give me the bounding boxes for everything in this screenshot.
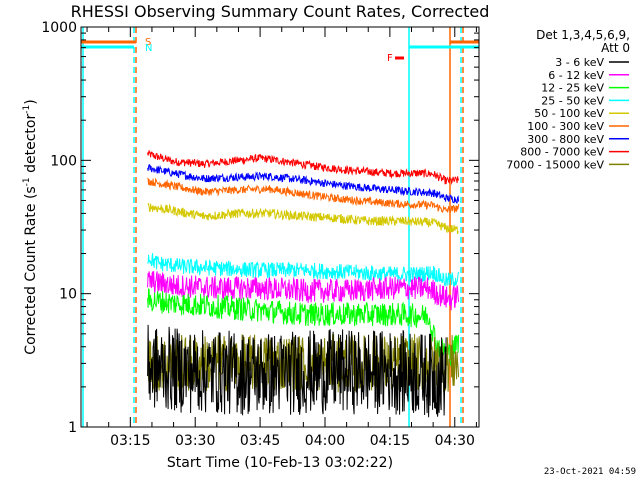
y-axis-label-sup1: -1: [22, 177, 32, 186]
legend-header-attenuator: Att 0: [601, 41, 630, 55]
series-line: [147, 164, 460, 204]
x-tick-label: 04:30: [435, 433, 475, 449]
flag-label-n: N: [145, 43, 152, 54]
series-group: [147, 150, 460, 418]
y-tick-label: 100: [50, 153, 77, 169]
series-line: [147, 253, 460, 288]
legend-entry-label: 3 - 6 keV: [555, 56, 604, 69]
series-line: [147, 202, 459, 235]
y-axis-label-main: Corrected Count Rate (s: [23, 186, 39, 354]
series-line: [147, 334, 460, 393]
legend-entry-label: 25 - 50 keV: [541, 94, 604, 107]
flag-label-s: S: [145, 37, 151, 48]
legend-entry-label: 800 - 7000 keV: [520, 146, 604, 159]
y-tick-label: 1: [68, 420, 77, 436]
x-tick-label: 03:15: [110, 433, 150, 449]
series-line: [147, 177, 460, 215]
y-tick-label: 10: [59, 287, 77, 303]
legend-entry-label: 300 - 800 keV: [527, 133, 604, 146]
flag-label-f: F: [387, 53, 393, 64]
legend-entry-label: 100 - 300 keV: [527, 120, 604, 133]
y-axis-label-sup2: -1: [22, 105, 32, 114]
series-line: [147, 270, 460, 311]
legend-entry-label: 50 - 100 keV: [534, 107, 604, 120]
legend-entry-label: 6 - 12 keV: [548, 69, 604, 82]
ticks-group: 03:15 03:30 03:45 04:00 04:15 04:30 1 10 100 1000: [41, 20, 479, 449]
legend-header-detectors: Det 1,3,4,5,6,9,: [536, 28, 630, 42]
series-line: [147, 288, 460, 367]
legend-entry-label: 12 - 25 keV: [541, 82, 604, 95]
x-tick-label: 03:30: [175, 433, 215, 449]
x-tick-label: 04:15: [370, 433, 410, 449]
footer-date: 23-Oct-2021 04:59: [544, 467, 636, 477]
y-axis-label-end: ): [23, 99, 39, 104]
y-tick-label: 1000: [41, 20, 77, 36]
series-line: [147, 324, 447, 418]
series-line: [147, 150, 460, 185]
y-axis-label-mid: detector: [23, 114, 39, 178]
x-tick-label: 03:45: [240, 433, 280, 449]
x-tick-label: 04:00: [305, 433, 345, 449]
x-axis-label: Start Time (10-Feb-13 03:02:22): [167, 455, 393, 471]
y-axis-label: Corrected Count Rate (s-1 detector-1): [22, 99, 39, 354]
legend-entry-label: 7000 - 15000 keV: [506, 158, 604, 171]
chart-title: RHESSI Observing Summary Count Rates, Co…: [71, 2, 490, 21]
plot-frame: [80, 26, 480, 428]
